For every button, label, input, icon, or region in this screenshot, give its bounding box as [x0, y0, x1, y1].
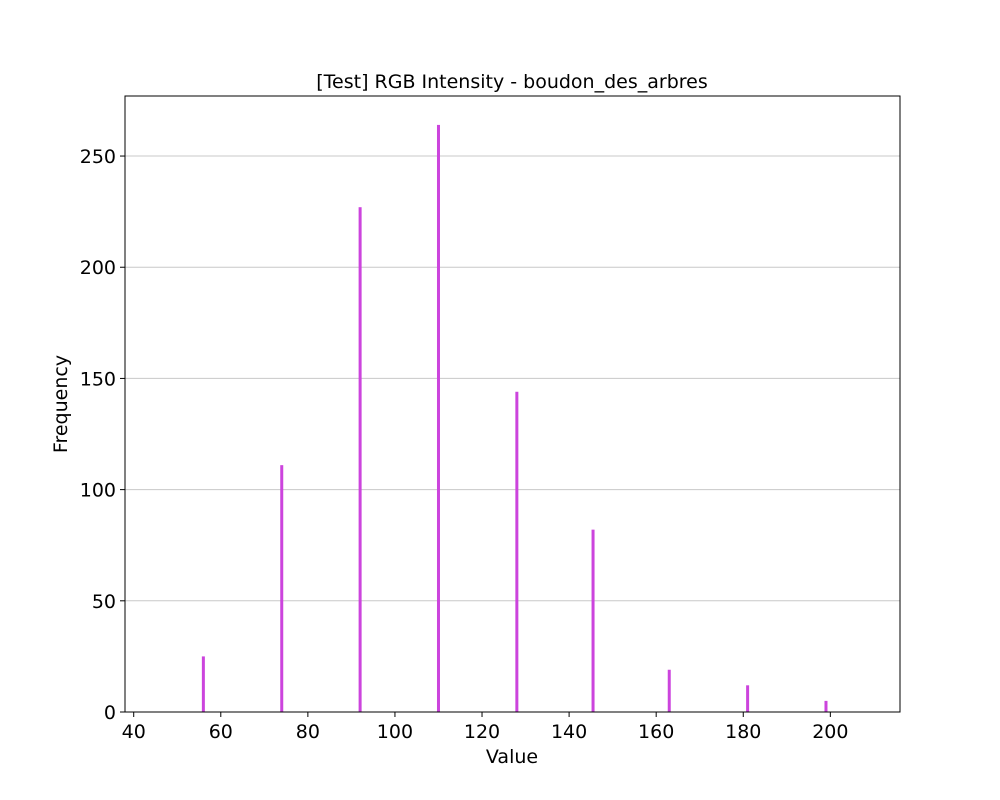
y-tick-label: 100 — [80, 480, 116, 502]
y-tick-label: 250 — [80, 146, 116, 168]
y-axis-ticks: 0 50 100 150 200 250 — [80, 146, 125, 724]
chart-title: [Test] RGB Intensity - boudon_des_arbres — [316, 71, 708, 93]
histogram-bar — [358, 207, 362, 712]
y-axis-title: Frequency — [50, 355, 72, 453]
x-tick-label: 160 — [638, 721, 674, 743]
y-tick-label: 0 — [104, 702, 116, 724]
x-tick-label: 140 — [551, 721, 587, 743]
x-tick-label: 60 — [209, 721, 233, 743]
x-tick-label: 200 — [812, 721, 848, 743]
bars — [201, 124, 828, 713]
y-tick-label: 50 — [92, 591, 116, 613]
histogram-bar — [746, 685, 750, 712]
histogram-bar — [201, 656, 205, 712]
histogram-bar — [280, 465, 284, 712]
histogram-bar — [667, 669, 671, 712]
y-tick-label: 150 — [80, 368, 116, 390]
histogram-bar — [436, 124, 440, 713]
histogram-bar — [591, 529, 595, 712]
gridlines — [125, 155, 900, 602]
x-axis-ticks: 40 60 80 100 120 140 160 180 200 — [122, 712, 848, 743]
x-tick-label: 40 — [122, 721, 146, 743]
plot-area-frame — [124, 95, 901, 713]
x-tick-label: 120 — [464, 721, 500, 743]
x-tick-label: 100 — [377, 721, 413, 743]
histogram-bar — [515, 391, 519, 712]
x-axis-title: Value — [486, 746, 538, 768]
y-tick-label: 200 — [80, 257, 116, 279]
histogram-bar — [824, 700, 828, 712]
x-tick-label: 80 — [296, 721, 320, 743]
x-tick-label: 180 — [725, 721, 761, 743]
